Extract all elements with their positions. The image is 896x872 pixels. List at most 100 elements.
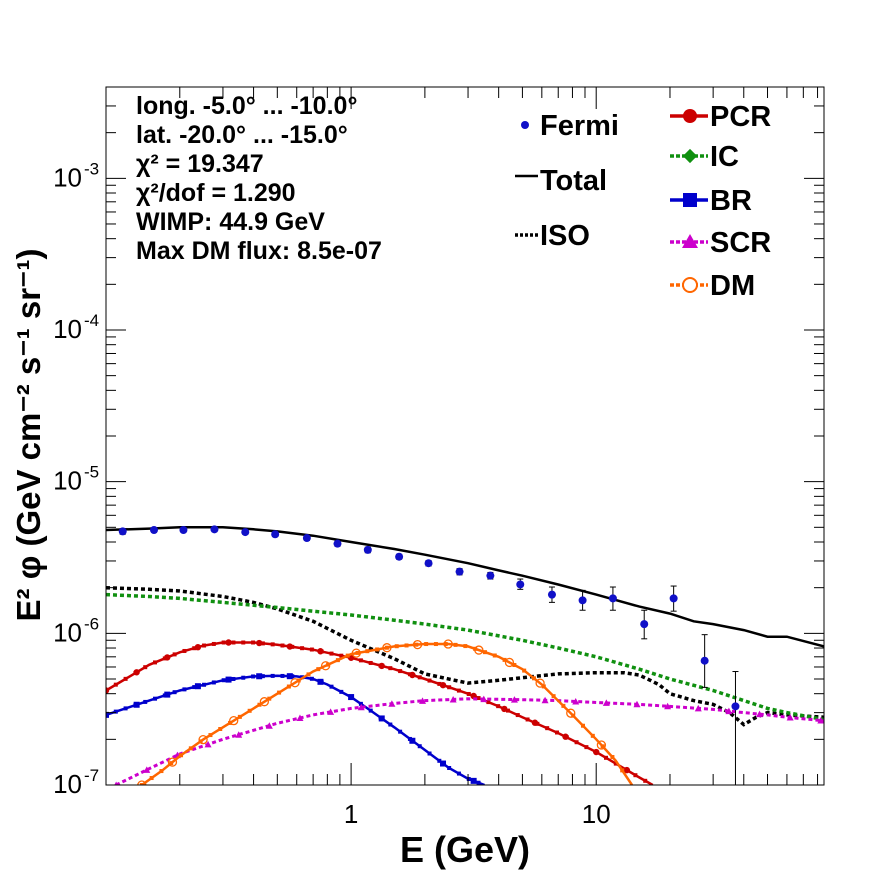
series-point-pcr xyxy=(643,778,648,783)
series-marker-dm xyxy=(229,716,239,726)
fermi-point xyxy=(486,571,495,580)
series-point-dm xyxy=(512,663,517,668)
legend-item-br: BR xyxy=(670,185,752,217)
series-point-br xyxy=(182,687,187,692)
legend-item-dm: DM xyxy=(670,270,755,302)
info-line: χ² = 19.347 xyxy=(136,150,264,178)
y-tick-label-exponent: -4 xyxy=(84,311,99,330)
fermi-point xyxy=(424,559,433,568)
series-point-dm xyxy=(326,662,331,667)
series-point-pcr xyxy=(604,755,609,760)
series-point-dm xyxy=(414,642,419,647)
series-point-pcr xyxy=(231,640,236,645)
fermi-point xyxy=(241,528,250,537)
series-point-pcr xyxy=(584,745,589,750)
series-point-dm xyxy=(394,644,399,649)
fermi-point xyxy=(578,596,587,605)
series-point-dm xyxy=(257,702,262,707)
series-marker-scr xyxy=(817,716,824,724)
series-marker-pcr xyxy=(133,669,140,676)
series-marker-pcr xyxy=(106,687,110,694)
legend-label: IC xyxy=(710,141,739,173)
y-axis-label: E² φ (GeV cm⁻² s⁻¹ sr⁻¹) xyxy=(10,249,47,622)
fermi-point xyxy=(271,530,280,539)
series-marker-dm xyxy=(566,708,576,718)
series-point-br xyxy=(143,699,148,704)
series-marker-pcr xyxy=(378,662,385,670)
series-point-pcr xyxy=(545,726,550,731)
series-point-br xyxy=(466,776,471,781)
series-marker-scr xyxy=(756,710,764,718)
x-tick-label: 10 xyxy=(582,799,611,829)
series-point-dm xyxy=(179,753,184,758)
series-point-br xyxy=(447,766,452,771)
series-marker-br xyxy=(317,678,324,685)
series-marker-pcr xyxy=(255,639,263,647)
y-tick-label-exponent: -6 xyxy=(84,614,99,633)
series-point-pcr xyxy=(300,646,305,651)
series-iso xyxy=(106,585,824,727)
series-point-dm xyxy=(551,694,556,699)
series-point-br xyxy=(270,673,275,678)
fermi-data-layer xyxy=(118,525,740,785)
series-marker-scr xyxy=(602,699,610,706)
series-point-dm xyxy=(502,657,507,662)
series-marker-scr xyxy=(449,695,457,703)
series-point-dm xyxy=(286,684,291,689)
series-marker-dm xyxy=(351,648,361,658)
series-point-pcr xyxy=(456,688,461,693)
series-point-pcr xyxy=(368,660,373,665)
series-point-pcr xyxy=(476,696,481,701)
series-point-br xyxy=(476,780,481,785)
series-marker-pcr xyxy=(164,654,171,661)
series-point-br xyxy=(339,689,344,694)
series-marker-scr xyxy=(235,731,243,738)
series-point-pcr xyxy=(172,652,177,657)
fermi-point xyxy=(363,545,372,554)
series-point-pcr xyxy=(309,647,314,652)
series-marker-dm xyxy=(412,639,423,650)
series-point-dm xyxy=(365,649,370,654)
series-point-pcr xyxy=(339,653,344,658)
legend-item-ic: IC xyxy=(670,141,739,173)
y-tick-label-exponent: -5 xyxy=(84,463,99,482)
series-point-pcr xyxy=(437,681,442,686)
series-point-pcr xyxy=(398,669,403,674)
fermi-point xyxy=(640,620,649,629)
fermi-point xyxy=(118,527,127,536)
series-point-pcr xyxy=(554,730,559,735)
series-marker-br xyxy=(470,777,477,784)
series-point-dm xyxy=(590,733,595,738)
series-point-pcr xyxy=(633,773,638,778)
series-marker-scr xyxy=(265,722,273,729)
legend-label: SCR xyxy=(710,227,771,259)
series-point-br xyxy=(280,673,285,678)
series-point-dm xyxy=(355,650,360,655)
series-point-pcr xyxy=(574,740,579,745)
series-point-br xyxy=(172,690,177,695)
series-marker-scr xyxy=(664,702,672,710)
series-marker-pcr xyxy=(225,639,232,646)
series-point-dm xyxy=(404,643,409,648)
info-line: Max DM flux: 8.5e-07 xyxy=(136,237,382,265)
series-marker-pcr xyxy=(194,643,202,651)
series-marker-scr xyxy=(633,700,641,708)
series-point-dm xyxy=(169,761,174,766)
series-point-dm xyxy=(267,696,272,701)
series-point-dm xyxy=(571,713,576,718)
series-marker-dm xyxy=(596,740,607,750)
series-marker-br xyxy=(286,673,293,680)
legend-label: Fermi xyxy=(540,110,619,142)
series-point-dm xyxy=(522,668,527,673)
series-marker-dm xyxy=(535,678,545,688)
fermi-point xyxy=(455,567,464,576)
series-marker-scr xyxy=(419,697,427,704)
series-point-br xyxy=(417,744,422,749)
series-marker-scr xyxy=(327,708,335,715)
legend-swatch-marker xyxy=(682,234,698,248)
series-point-br xyxy=(241,675,246,680)
info-line: lat. -20.0° ... -15.0° xyxy=(136,121,348,149)
series-point-dm xyxy=(433,642,438,647)
series-point-pcr xyxy=(613,761,618,766)
series-point-dm xyxy=(453,642,458,647)
